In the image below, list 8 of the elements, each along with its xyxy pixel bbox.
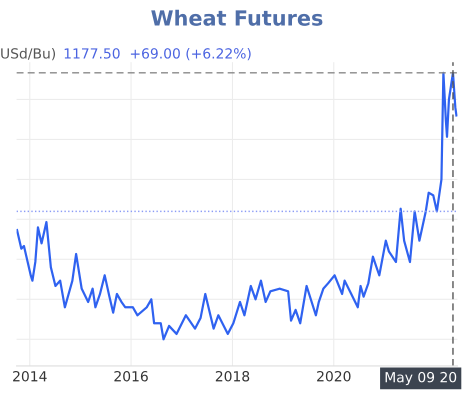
x-tick-label: 2016: [114, 371, 148, 382]
chart-title: Wheat Futures: [151, 10, 322, 26]
text: 1177.50 +69.00 (+6.22%): [64, 48, 251, 60]
x-tick-label: 2018: [216, 371, 250, 382]
ref-line-label: May 09 20: [386, 372, 456, 386]
text: USd/Bu): [1, 48, 56, 60]
x-tick-label: 2020: [317, 371, 351, 382]
x-tick-label: 2014: [13, 371, 47, 382]
